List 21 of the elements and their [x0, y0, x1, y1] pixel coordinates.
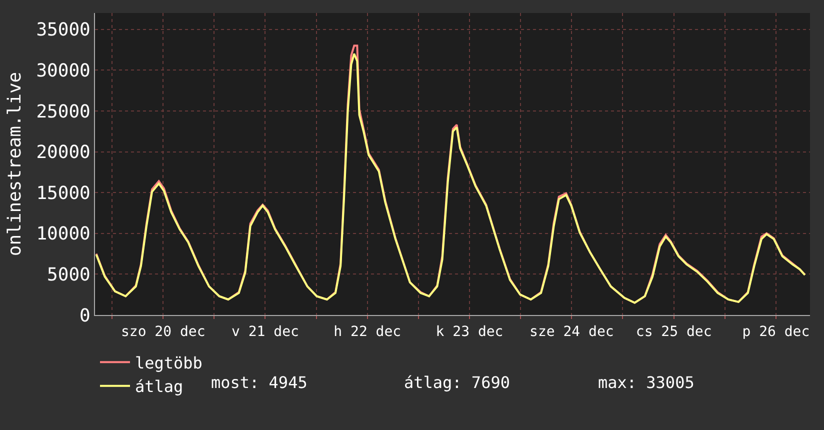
legend-label: átlag: [135, 377, 184, 396]
y-tick-label: 5000: [47, 264, 90, 286]
x-tick-label: cs 25 dec: [636, 324, 712, 340]
text: max: 33005: [598, 373, 694, 392]
y-tick-label: 10000: [36, 224, 90, 245]
x-tick-label: k 23 dec: [436, 324, 504, 340]
x-tick-label: h 22 dec: [334, 324, 402, 340]
legend-label: legtöbb: [135, 353, 202, 372]
y-tick-label: 25000: [36, 101, 90, 122]
y-tick-label: 35000: [36, 20, 90, 41]
x-tick-label: v 21 dec: [232, 324, 299, 340]
y-tick-label: 15000: [36, 182, 90, 204]
text: most: 4945: [211, 373, 308, 392]
y-axis-title: onlinestream.live: [4, 72, 26, 256]
y-tick-label: 20000: [36, 142, 90, 164]
y-tick-label: 0: [80, 305, 90, 326]
y-tick-label: 30000: [36, 60, 90, 82]
x-tick-label: szo 20 dec: [120, 324, 206, 340]
text: átlag: 7690: [404, 373, 510, 392]
x-tick-label: p 26 dec: [742, 324, 810, 340]
x-tick-label: sze 24 dec: [530, 324, 614, 340]
